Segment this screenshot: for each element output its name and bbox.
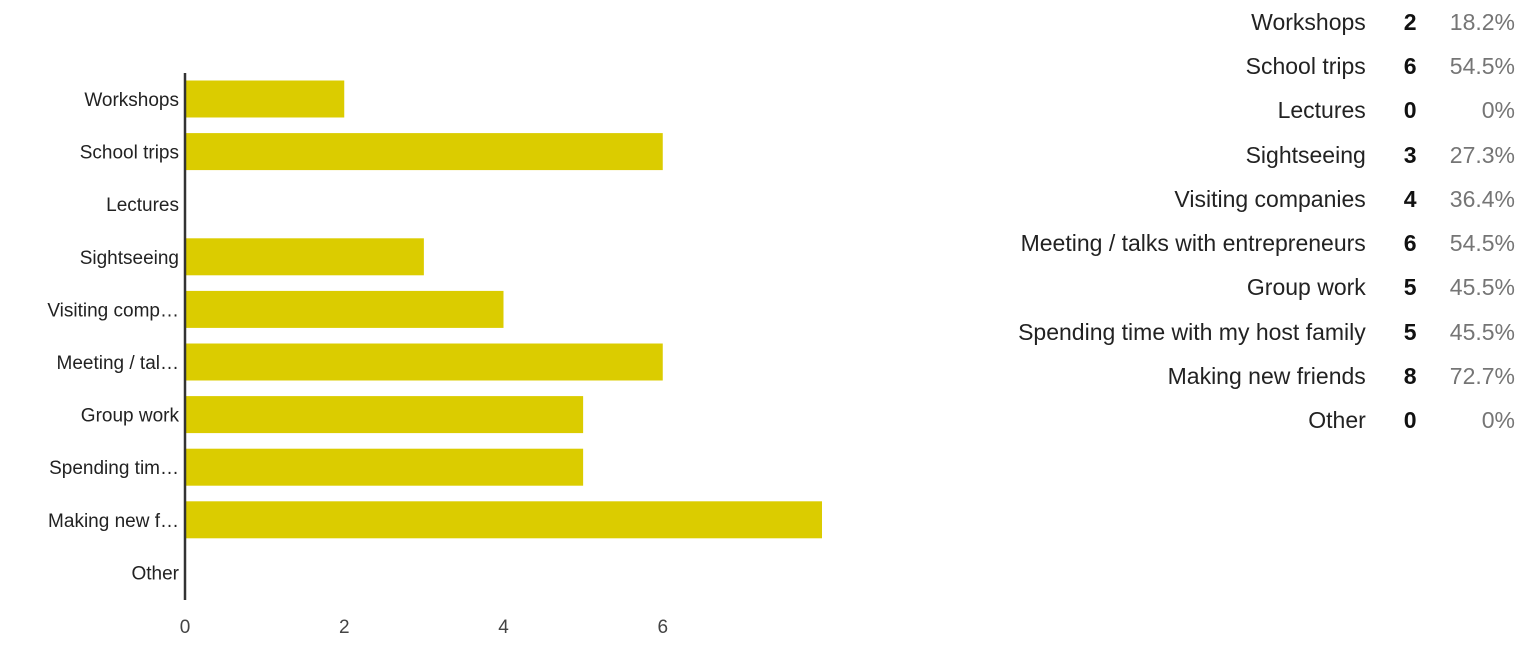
x-axis-ticks: 0 2 4 6 — [180, 617, 668, 638]
category-label: Visiting comp… — [47, 300, 179, 321]
legend-row: Lectures 0 0% — [1018, 89, 1515, 133]
legend-percent: 54.5% — [1449, 52, 1515, 79]
legend-count: 6 — [1403, 52, 1417, 79]
legend-label: Group work — [1246, 274, 1366, 301]
legend-percent: 54.5% — [1449, 230, 1515, 257]
x-tick-label: 4 — [498, 617, 509, 638]
legend-percent: 18.2% — [1449, 8, 1515, 35]
bar-8 — [185, 501, 822, 539]
bar-1 — [185, 133, 663, 171]
legend-row: Other 0 0% — [1018, 399, 1515, 443]
category-labels: Workshops School trips Lectures Sightseeing… — [47, 90, 179, 584]
bar-0 — [185, 80, 345, 118]
bars-group — [185, 80, 822, 539]
legend-row: School trips 6 54.5% — [1018, 44, 1515, 88]
legend-label: Other — [1308, 407, 1366, 434]
bar-chart: Workshops School trips Lectures Sightseeing… — [47, 73, 822, 638]
bar-4 — [185, 290, 504, 328]
legend-count: 0 — [1403, 407, 1417, 434]
bar-7 — [185, 448, 584, 486]
x-tick-label: 0 — [180, 617, 191, 638]
legend-row: Making new friends 8 72.7% — [1018, 354, 1515, 398]
legend-label: Spending time with my host family — [1018, 318, 1366, 345]
legend-count: 6 — [1403, 230, 1417, 257]
legend-percent: 45.5% — [1449, 274, 1515, 301]
legend-label: Meeting / talks with entrepreneurs — [1020, 230, 1366, 257]
legend-label: Sightseeing — [1245, 141, 1366, 168]
legend-label: Visiting companies — [1174, 185, 1366, 212]
category-label: Meeting / tal… — [57, 353, 180, 374]
category-label: Spending tim… — [49, 458, 179, 479]
legend-label: Lectures — [1277, 97, 1366, 124]
legend-row: Spending time with my host family 5 45.5% — [1018, 310, 1515, 354]
category-label: Lectures — [106, 195, 179, 216]
category-label: School trips — [80, 143, 179, 164]
legend-percent: 45.5% — [1449, 318, 1515, 345]
category-label: Group work — [81, 406, 180, 427]
legend-label: School trips — [1245, 52, 1366, 79]
legend-row: Workshops 2 18.2% — [1018, 0, 1515, 44]
legend-percent: 72.7% — [1449, 363, 1515, 390]
x-tick-label: 2 — [339, 617, 350, 638]
legend-percent: 0% — [1481, 97, 1515, 124]
category-label: Other — [131, 563, 179, 584]
legend-label: Workshops — [1251, 8, 1366, 35]
legend-count: 5 — [1403, 318, 1417, 345]
bar-6 — [185, 396, 584, 434]
bar-5 — [185, 343, 663, 381]
legend-row: Meeting / talks with entrepreneurs 6 54.5% — [1018, 221, 1515, 265]
legend-percent: 0% — [1481, 407, 1515, 434]
legend-percent: 27.3% — [1449, 141, 1515, 168]
legend-row: Group work 5 45.5% — [1018, 266, 1515, 310]
legend-table: Workshops 2 18.2% School trips 6 54.5% Lecture… — [1018, 0, 1515, 443]
category-label: Making new f… — [48, 511, 179, 532]
legend-row: Visiting companies 4 36.4% — [1018, 177, 1515, 221]
legend-count: 8 — [1403, 363, 1417, 390]
x-tick-label: 6 — [657, 617, 668, 638]
category-label: Sightseeing — [80, 248, 179, 269]
bar-3 — [185, 238, 424, 276]
legend-label: Making new friends — [1167, 363, 1366, 390]
category-label: Workshops — [84, 90, 179, 111]
legend-count: 4 — [1403, 185, 1417, 212]
legend-count: 5 — [1403, 274, 1417, 301]
legend-count: 2 — [1403, 8, 1417, 35]
legend-count: 3 — [1403, 141, 1417, 168]
legend-count: 0 — [1403, 97, 1417, 124]
legend-percent: 36.4% — [1449, 185, 1515, 212]
legend-row: Sightseeing 3 27.3% — [1018, 133, 1515, 177]
